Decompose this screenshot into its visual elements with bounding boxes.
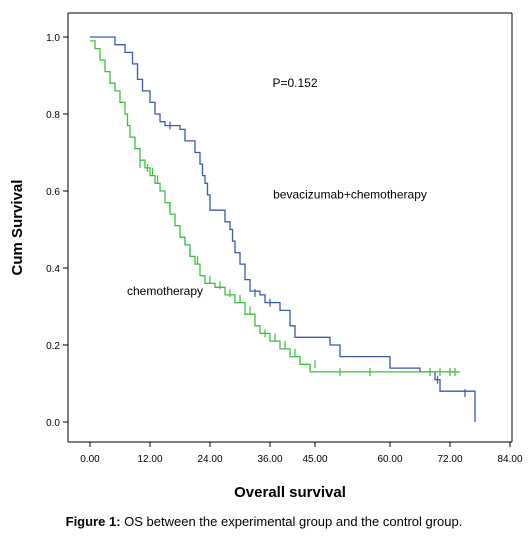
y-axis-ticks: 0.0 0.2 0.4 0.6 0.8 1.0 — [46, 33, 68, 429]
y-tick-label: 0.0 — [46, 418, 60, 429]
x-axis-ticks: 0.00 12.00 24.00 36.00 45.00 60.00 72.00 84.00 — [80, 442, 523, 465]
x-tick-label: 36.00 — [257, 454, 282, 465]
chart-annotation: bevacizumab+chemotherapy — [273, 188, 427, 202]
x-tick-label: 24.00 — [197, 454, 222, 465]
x-tick-label: 60.00 — [377, 454, 402, 465]
plot-area: 0.00 12.00 24.00 36.00 45.00 60.00 72.00 84.00 … — [46, 12, 523, 465]
x-tick-label: 0.00 — [80, 454, 100, 465]
caption-lead: Figure 1: — [65, 514, 121, 529]
annotations: P=0.152 bevacizumab+chemotherapy chemother… — [127, 76, 427, 298]
x-tick-label: 45.00 — [302, 454, 327, 465]
y-tick-label: 1.0 — [46, 33, 60, 44]
y-tick-label: 0.4 — [46, 264, 60, 275]
y-tick-label: 0.8 — [46, 110, 60, 121]
chart-annotation: P=0.152 — [272, 76, 317, 90]
x-axis-title: Overall survival — [234, 484, 346, 501]
x-tick-label: 84.00 — [497, 454, 522, 465]
chart-annotation: chemotherapy — [127, 284, 203, 298]
survival-chart: 0.00 12.00 24.00 36.00 45.00 60.00 72.00 84.00 … — [9, 12, 523, 501]
survival-curve-chemotherapy — [90, 40, 460, 373]
survival-curve-bevacizumab — [90, 36, 476, 422]
y-tick-label: 0.2 — [46, 341, 60, 352]
figure-caption: Figure 1: OS between the experimental gr… — [0, 514, 528, 529]
series-layer — [90, 36, 476, 422]
y-tick-label: 0.6 — [46, 187, 60, 198]
caption-text: OS between the experimental group and th… — [120, 514, 463, 529]
y-axis-title: Cum Survival — [9, 180, 26, 276]
x-tick-label: 72.00 — [437, 454, 462, 465]
x-tick-label: 12.00 — [137, 454, 162, 465]
